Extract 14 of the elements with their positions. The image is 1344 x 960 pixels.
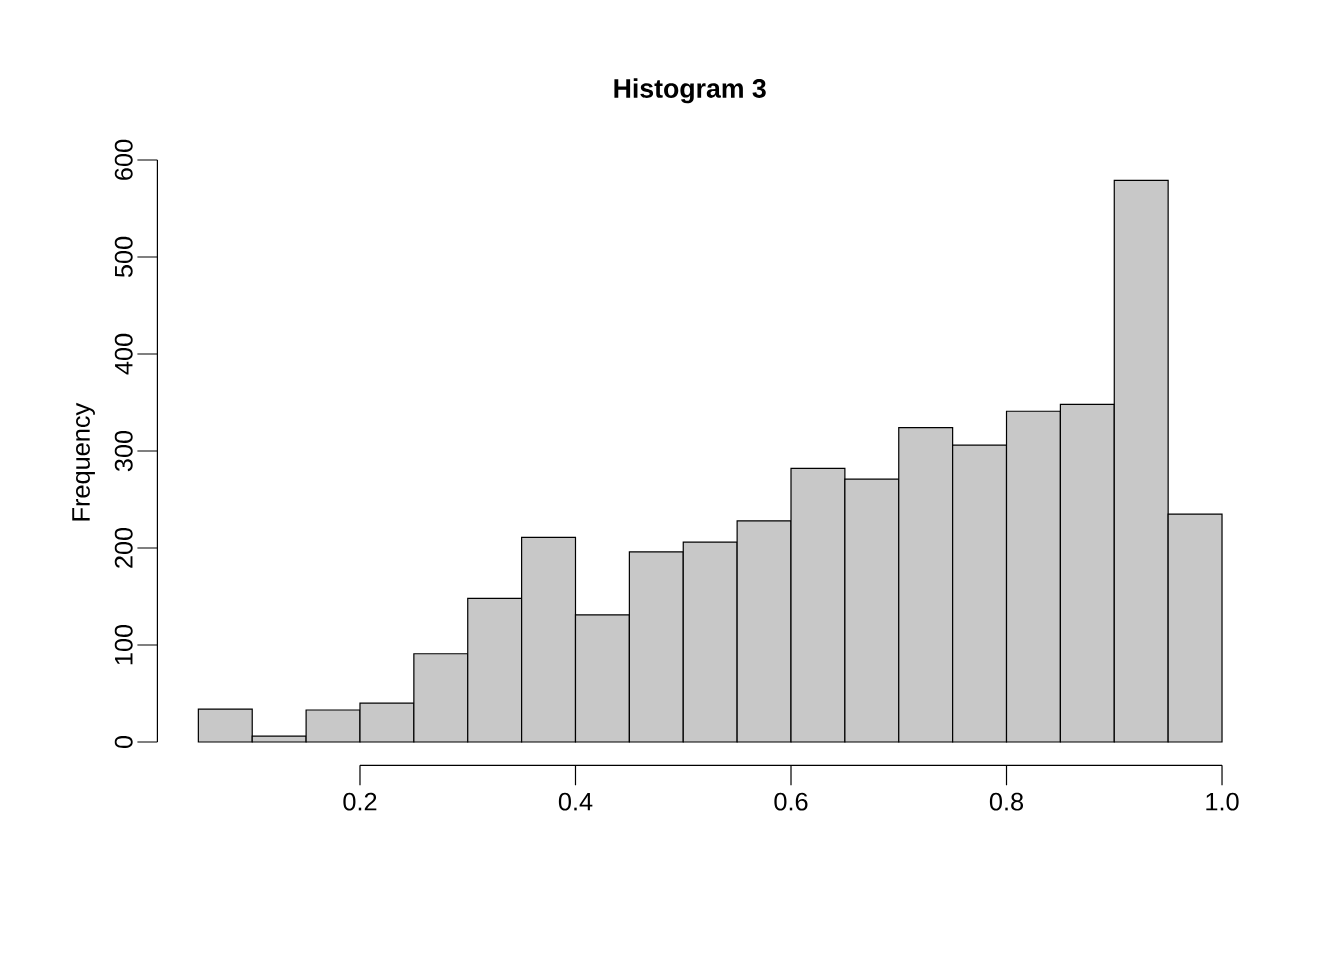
y-tick-label: 500 (114, 236, 133, 278)
y-tick-label: 600 (114, 139, 133, 180)
x-tick-label: 0.4 (558, 792, 593, 811)
y-tick-label: 400 (114, 333, 133, 375)
y-tick-label: 300 (114, 430, 133, 472)
x-tick-label: 0.8 (989, 792, 1024, 811)
x-tick-label: 0.6 (774, 792, 808, 811)
y-axis-title: Frequency (72, 402, 95, 521)
x-tick-label: 0.2 (343, 792, 377, 811)
chart-title: Histogram 3 (614, 78, 766, 104)
x-tick-label: 1.0 (1206, 792, 1239, 811)
y-tick-label: 200 (114, 527, 133, 568)
y-tick-label: 0 (114, 735, 133, 749)
y-tick-label: 100 (114, 624, 133, 665)
